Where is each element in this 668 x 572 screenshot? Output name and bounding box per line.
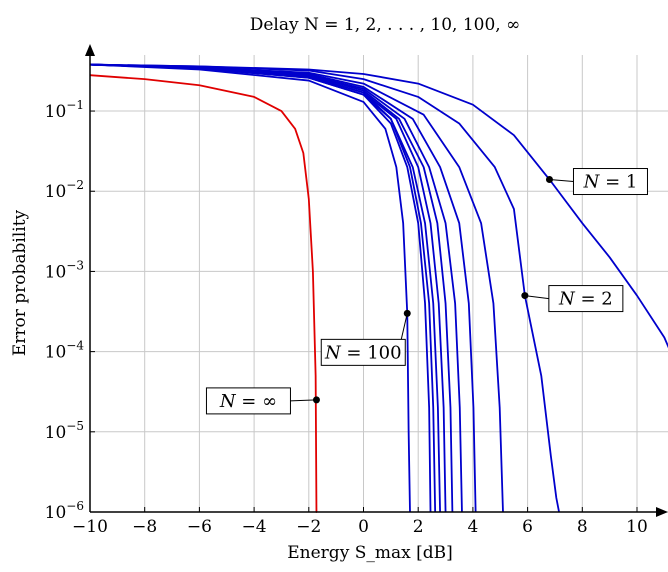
- series-group: [89, 63, 668, 513]
- x-tick-label: −8: [132, 517, 157, 537]
- annotation-n2: N = 2: [521, 285, 624, 313]
- annotation-box: [548, 285, 624, 313]
- annotation-point: [403, 309, 411, 317]
- annotation-point: [521, 292, 529, 300]
- annotation-leader: [524, 295, 549, 300]
- x-axis-label: Energy S_max [dB]: [287, 543, 452, 563]
- x-tick-label: 6: [522, 517, 533, 537]
- annotation-label: N = 100: [324, 342, 402, 363]
- grid: [89, 55, 668, 513]
- annotation-box: [572, 168, 648, 196]
- y-tick-label: 10−5: [45, 419, 84, 443]
- x-tick-label: 8: [577, 517, 588, 537]
- annotation-n1: N = 1: [545, 168, 648, 196]
- series-line-n3: [89, 63, 504, 513]
- series-line-n2: [89, 63, 560, 513]
- y-tick-label: 10−3: [45, 258, 84, 282]
- series-line-n9: [89, 63, 437, 513]
- series-line-n1: [89, 63, 668, 349]
- chart-title: Delay N = 1, 2, . . . , 10, 100, ∞: [250, 15, 521, 35]
- x-ticks: −10 −8 −6 −4 −2 0 2 4 6 8 10: [72, 507, 648, 537]
- annotation-point: [312, 396, 320, 404]
- series-line-n100: [89, 63, 411, 513]
- annotation-label: N = ∞: [219, 391, 277, 412]
- y-tick-label: 10−6: [45, 499, 84, 523]
- annotation-box: [320, 338, 406, 366]
- series-line-ninf: [89, 74, 318, 513]
- y-axis-arrow: [85, 44, 95, 56]
- series-line-n8: [89, 63, 441, 513]
- y-ticks: 10−6 10−5 10−4 10−3 10−2 10−1: [45, 98, 95, 523]
- annotation-box: [205, 387, 291, 415]
- annotation-n: N = ∞: [205, 387, 320, 415]
- annotations: N = 1 N = 2 N = 100 N = ∞: [205, 168, 648, 415]
- x-axis-arrow: [656, 507, 668, 517]
- annotation-label: N = 1: [583, 172, 638, 193]
- annotation-label: N = 2: [558, 289, 613, 310]
- series-line-n10: [89, 63, 432, 513]
- x-tick-label: 10: [626, 517, 648, 537]
- x-tick-label: −10: [72, 517, 108, 537]
- y-tick-label: 10−1: [45, 98, 84, 122]
- x-tick-label: 0: [358, 517, 369, 537]
- annotation-point: [545, 176, 553, 184]
- x-tick-label: −6: [187, 517, 212, 537]
- x-tick-label: −4: [242, 517, 267, 537]
- y-tick-label: 10−2: [45, 178, 84, 202]
- annotation-n100: N = 100: [320, 309, 411, 366]
- annotation-leader: [549, 179, 574, 183]
- x-tick-label: 2: [413, 517, 424, 537]
- series-line-n7: [89, 63, 447, 513]
- y-tick-label: 10−4: [45, 339, 85, 363]
- x-tick-label: −2: [296, 517, 321, 537]
- annotation-leader: [400, 313, 408, 340]
- y-axis-label: Error probability: [10, 209, 30, 356]
- x-tick-label: 4: [467, 517, 478, 537]
- annotation-leader: [290, 399, 317, 402]
- axes: [85, 44, 668, 517]
